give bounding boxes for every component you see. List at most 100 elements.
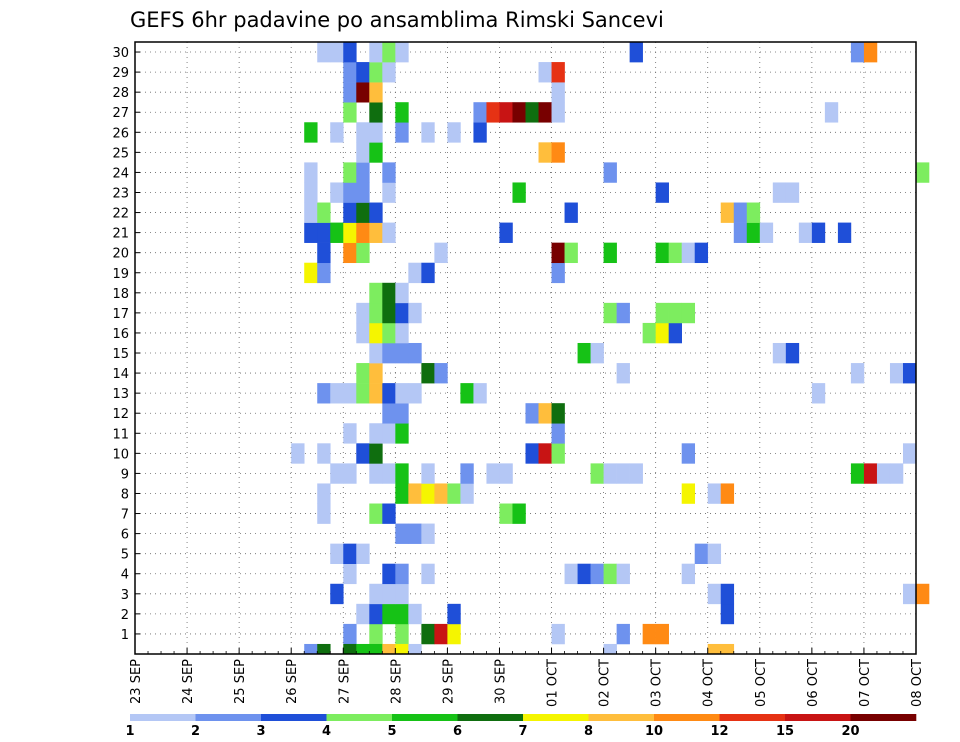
heatmap-cell	[525, 102, 539, 123]
heatmap-cell	[551, 443, 565, 464]
heatmap-cell	[369, 342, 383, 364]
heatmap-cell	[551, 262, 565, 284]
colorbar-segment	[457, 714, 524, 721]
y-tick-label: 1	[121, 628, 129, 643]
heatmap-cell	[317, 242, 331, 264]
heatmap-cell	[916, 162, 930, 183]
heatmap-cell	[499, 222, 513, 243]
heatmap-cell	[447, 483, 461, 504]
heatmap-cell	[603, 563, 617, 585]
heatmap-cell	[356, 322, 370, 344]
heatmap-cell	[395, 342, 409, 364]
heatmap-cell	[408, 643, 422, 654]
y-tick-label: 9	[121, 467, 129, 482]
heatmap-cell	[369, 443, 383, 464]
heatmap-cell	[486, 463, 500, 484]
heatmap-cell	[343, 202, 357, 223]
y-tick-label: 13	[112, 387, 129, 402]
heatmap-cell	[382, 282, 396, 304]
heatmap-cell	[369, 302, 383, 324]
heatmap-cell	[343, 162, 357, 183]
heatmap-cell	[421, 523, 435, 544]
heatmap-cell	[551, 82, 565, 103]
heatmap-cell	[811, 222, 826, 243]
heatmap-cell	[590, 342, 604, 364]
heatmap-cell	[538, 403, 552, 424]
heatmap-cell	[551, 623, 565, 645]
heatmap-cell	[655, 182, 669, 203]
heatmap-cell	[616, 623, 630, 645]
heatmap-cell	[590, 563, 604, 585]
colorbar-segment	[785, 714, 851, 721]
heatmap-cell	[382, 182, 396, 203]
colorbar-segment	[392, 714, 458, 721]
heatmap-cell	[356, 162, 370, 183]
heatmap-cell	[382, 563, 396, 585]
heatmap-cell	[395, 483, 409, 504]
colorbar-label: 15	[776, 724, 794, 739]
heatmap-cell	[460, 383, 474, 404]
x-tick-label: 30 SEP	[493, 659, 508, 704]
heatmap-cell	[525, 443, 539, 464]
heatmap-cell	[421, 483, 435, 504]
heatmap-cell	[330, 543, 344, 565]
heatmap-cell	[603, 643, 617, 654]
heatmap-cell	[421, 363, 435, 384]
colorbar-segment	[654, 714, 720, 721]
heatmap-cell	[408, 383, 422, 404]
y-tick-label: 3	[121, 588, 129, 603]
heatmap-cell	[382, 222, 396, 243]
y-tick-label: 22	[112, 207, 129, 222]
heatmap-cell	[512, 503, 526, 524]
heatmap-cell	[382, 383, 396, 404]
heatmap-cell	[720, 603, 735, 625]
x-tick-label: 04 OCT	[702, 659, 717, 707]
heatmap-cell	[681, 483, 696, 504]
heatmap-cell	[304, 643, 318, 654]
heatmap-cell	[421, 122, 435, 143]
y-tick-label: 15	[112, 347, 129, 362]
colorbar-segment	[850, 714, 917, 721]
heatmap-cell	[616, 363, 630, 384]
heatmap-cell	[720, 483, 735, 504]
y-tick-label: 14	[112, 367, 129, 382]
heatmap-cell	[473, 102, 487, 123]
heatmap-cell	[512, 182, 526, 203]
heatmap-cell	[837, 222, 852, 243]
heatmap-cell	[746, 202, 761, 223]
y-tick-label: 7	[121, 508, 129, 523]
x-tick-label: 06 OCT	[806, 659, 821, 707]
x-tick-label: 03 OCT	[650, 659, 665, 707]
heatmap-cell	[395, 523, 409, 544]
heatmap-cell	[499, 503, 513, 524]
heatmap-cell	[694, 543, 709, 565]
heatmap-cell	[304, 222, 318, 243]
heatmap-cell	[434, 242, 448, 264]
heatmap-cell	[863, 463, 878, 484]
heatmap-cell	[408, 342, 422, 364]
heatmap-cell	[447, 603, 461, 625]
heatmap-cell	[330, 383, 344, 404]
heatmap-cell	[785, 182, 800, 203]
y-tick-label: 11	[112, 427, 129, 442]
chart-title: GEFS 6hr padavine po ansamblima Rimski S…	[130, 8, 664, 32]
heatmap-cell	[395, 423, 409, 444]
heatmap-cell	[902, 363, 917, 384]
heatmap-cell	[369, 363, 383, 384]
heatmap-cell	[382, 322, 396, 344]
colorbar-label: 5	[387, 724, 396, 739]
heatmap-cell	[330, 463, 344, 484]
heatmap-cell	[538, 62, 552, 83]
heatmap-cell	[421, 262, 435, 284]
y-tick-label: 4	[121, 568, 129, 583]
x-tick-label: 01 OCT	[546, 659, 561, 707]
heatmap-cell	[395, 463, 409, 484]
heatmap-cell	[642, 322, 656, 344]
heatmap-cell	[655, 322, 669, 344]
heatmap-cell	[317, 643, 331, 654]
heatmap-cell	[408, 262, 422, 284]
heatmap-cell	[369, 322, 383, 344]
colorbar-label: 4	[322, 724, 331, 739]
heatmap-cell	[382, 463, 396, 484]
heatmap-cell	[720, 583, 735, 605]
